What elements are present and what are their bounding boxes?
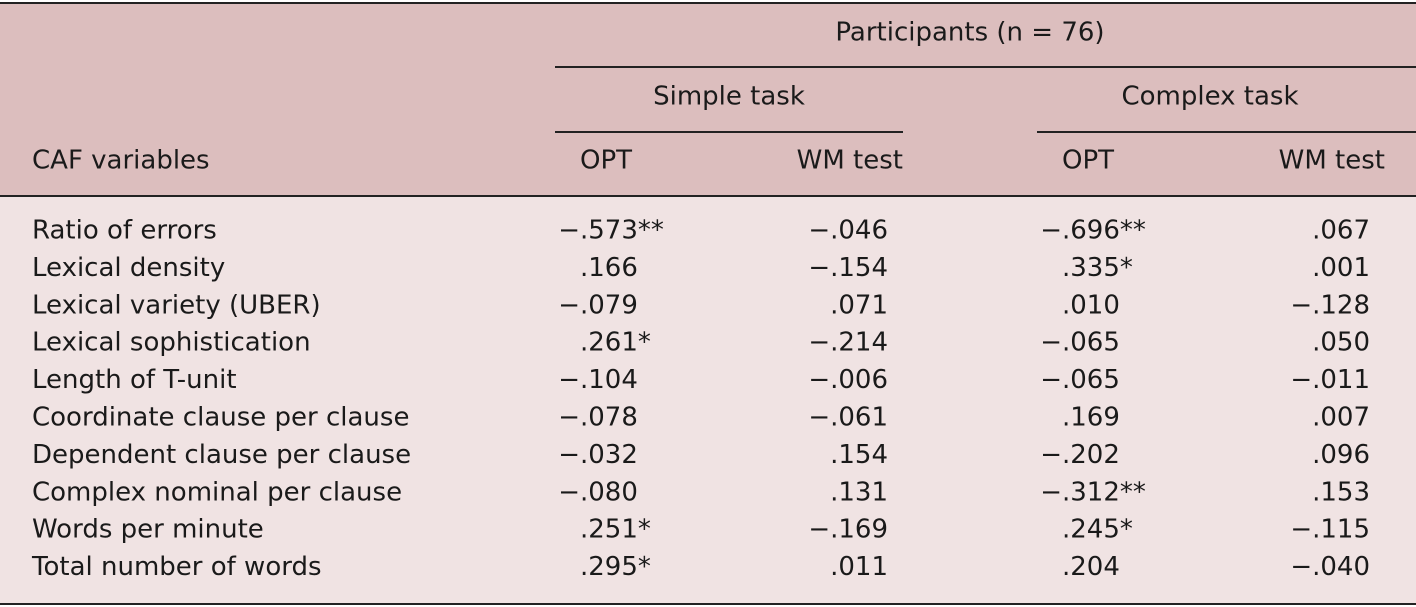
column-header: CAF variables: [32, 146, 210, 176]
cell-value: .251*: [580, 515, 651, 545]
cell-value: .261*: [580, 328, 651, 358]
cell-value: .007: [1312, 403, 1370, 433]
cell-value: .335*: [1062, 253, 1133, 283]
body-background: [0, 196, 1416, 604]
cell-value: −.065: [1040, 328, 1120, 358]
group-header: Participants (n = 76): [835, 18, 1104, 48]
cell-value: .131: [830, 477, 888, 507]
cell-value: .204: [1062, 552, 1120, 582]
column-header: WM test: [797, 146, 903, 176]
cell-value: −.573**: [558, 216, 664, 246]
cell-value: −.154: [808, 253, 888, 283]
subgroup-header: Complex task: [1121, 82, 1298, 112]
cell-value: −.696**: [1040, 216, 1146, 246]
cell-value: .154: [830, 440, 888, 470]
cell-value: .067: [1312, 216, 1370, 246]
cell-value: −.078: [558, 403, 638, 433]
row-label: Dependent clause per clause: [32, 440, 411, 470]
cell-value: .096: [1312, 440, 1370, 470]
cell-value: .001: [1312, 253, 1370, 283]
row-label: Lexical variety (UBER): [32, 290, 321, 320]
column-header: OPT: [1062, 146, 1114, 176]
cell-value: −.079: [558, 290, 638, 320]
cell-value: .245*: [1062, 515, 1133, 545]
cell-value: −.115: [1290, 515, 1370, 545]
cell-value: .010: [1062, 290, 1120, 320]
cell-value: .050: [1312, 328, 1370, 358]
row-label: Length of T-unit: [32, 365, 237, 395]
cell-value: .011: [830, 552, 888, 582]
cell-value: −.080: [558, 477, 638, 507]
cell-value: −.065: [1040, 365, 1120, 395]
row-label: Lexical density: [32, 253, 225, 283]
column-header: WM test: [1279, 146, 1385, 176]
row-label: Coordinate clause per clause: [32, 403, 409, 433]
header-background: [0, 3, 1416, 196]
subgroup-header: Simple task: [653, 82, 805, 112]
row-label: Words per minute: [32, 515, 264, 545]
row-label: Lexical sophistication: [32, 328, 311, 358]
cell-value: −.011: [1290, 365, 1370, 395]
cell-value: −.312**: [1040, 477, 1146, 507]
cell-value: −.006: [808, 365, 888, 395]
row-label: Ratio of errors: [32, 216, 217, 246]
cell-value: −.040: [1290, 552, 1370, 582]
cell-value: .153: [1312, 477, 1370, 507]
row-label: Complex nominal per clause: [32, 477, 402, 507]
cell-value: .166: [580, 253, 638, 283]
cell-value: −.214: [808, 328, 888, 358]
cell-value: −.202: [1040, 440, 1120, 470]
cell-value: .169: [1062, 403, 1120, 433]
cell-value: −.032: [558, 440, 638, 470]
cell-value: .295*: [580, 552, 651, 582]
cell-value: −.061: [808, 403, 888, 433]
cell-value: −.104: [558, 365, 638, 395]
cell-value: −.128: [1290, 290, 1370, 320]
cell-value: .071: [830, 290, 888, 320]
cell-value: −.169: [808, 515, 888, 545]
column-header: OPT: [580, 146, 632, 176]
row-label: Total number of words: [31, 552, 322, 582]
cell-value: −.046: [808, 216, 888, 246]
